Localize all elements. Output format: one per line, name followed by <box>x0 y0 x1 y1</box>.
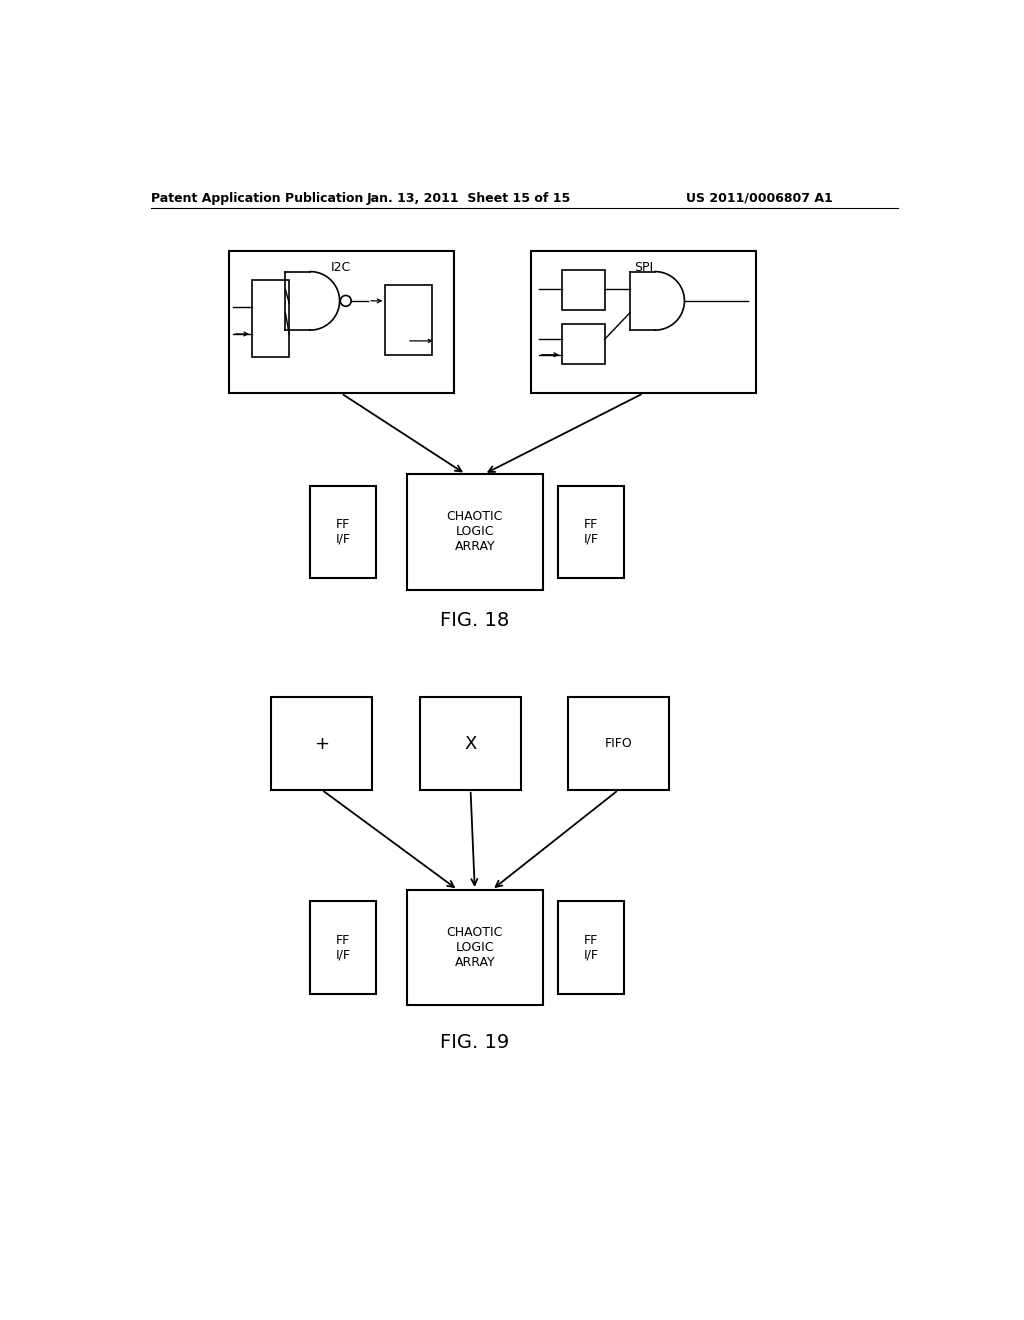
Bar <box>562 271 604 310</box>
Bar <box>228 251 454 393</box>
Bar <box>420 697 521 789</box>
Text: FF
I/F: FF I/F <box>336 517 350 546</box>
Text: FF
I/F: FF I/F <box>584 517 599 546</box>
Bar <box>562 323 604 364</box>
Text: FF
I/F: FF I/F <box>584 933 599 962</box>
Bar <box>558 486 624 578</box>
Text: SPI: SPI <box>634 261 653 275</box>
Bar <box>310 902 376 994</box>
Text: Patent Application Publication: Patent Application Publication <box>152 191 364 205</box>
Bar <box>531 251 756 393</box>
Text: FIFO: FIFO <box>605 737 633 750</box>
Bar <box>407 890 543 1006</box>
Bar <box>407 474 543 590</box>
Bar <box>568 697 669 789</box>
Bar <box>252 280 289 358</box>
Text: US 2011/0006807 A1: US 2011/0006807 A1 <box>686 191 833 205</box>
Bar <box>385 285 432 355</box>
Text: CHAOTIC
LOGIC
ARRAY: CHAOTIC LOGIC ARRAY <box>446 511 503 553</box>
Text: Jan. 13, 2011  Sheet 15 of 15: Jan. 13, 2011 Sheet 15 of 15 <box>367 191 571 205</box>
Text: FF
I/F: FF I/F <box>336 933 350 962</box>
Bar <box>310 486 376 578</box>
Text: X: X <box>464 735 477 752</box>
Text: +: + <box>314 735 330 752</box>
Text: I2C: I2C <box>331 261 351 275</box>
Bar <box>271 697 372 789</box>
Bar <box>558 902 624 994</box>
Text: FIG. 18: FIG. 18 <box>439 611 509 630</box>
Text: FIG. 19: FIG. 19 <box>439 1032 509 1052</box>
Text: CHAOTIC
LOGIC
ARRAY: CHAOTIC LOGIC ARRAY <box>446 927 503 969</box>
